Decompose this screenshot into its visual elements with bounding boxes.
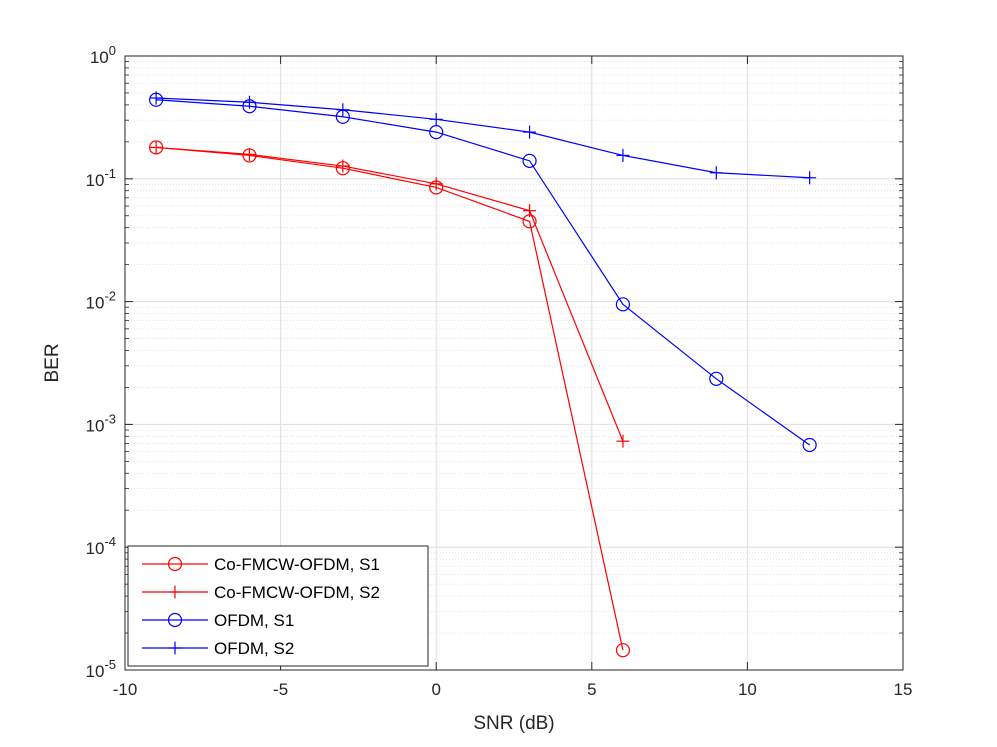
legend-entry: Co-FMCW-OFDM, S1 <box>142 555 380 574</box>
y-tick-label: 10-2 <box>86 289 116 313</box>
plot-frame <box>124 55 904 671</box>
series-2 <box>149 140 630 448</box>
data-point <box>336 103 350 117</box>
data-point <box>242 95 256 109</box>
series-line <box>156 99 810 446</box>
x-tick-label: 0 <box>431 680 440 699</box>
y-tick-labels: 100 10-1 10-2 10-3 10-4 10-5 <box>86 43 116 681</box>
legend-label: Co-FMCW-OFDM, S2 <box>214 583 380 602</box>
data-point <box>242 147 256 161</box>
legend-entry: OFDM, S2 <box>142 639 294 658</box>
x-tick-label: 10 <box>738 680 757 699</box>
data-point <box>523 125 537 139</box>
y-axis-label: BER <box>42 343 63 382</box>
y-tick-label: 10-3 <box>86 411 116 435</box>
legend: Co-FMCW-OFDM, S1 Co-FMCW-OFDM, S2 OFDM, S1… <box>127 545 429 667</box>
x-tick-label: -5 <box>273 680 288 699</box>
data-point <box>615 643 631 658</box>
data-point <box>616 434 630 448</box>
x-tick-label: 15 <box>894 680 913 699</box>
legend-marker <box>167 556 183 572</box>
legend-marker <box>168 585 182 599</box>
x-tick-labels: -10 -5 0 5 10 15 <box>113 680 913 699</box>
legend-entry: Co-FMCW-OFDM, S2 <box>142 583 380 602</box>
series-line <box>156 146 624 442</box>
data-point <box>429 177 443 191</box>
y-tick-label: 10-1 <box>86 166 116 190</box>
data-point <box>429 112 443 126</box>
data-point <box>149 140 163 154</box>
data-point <box>615 297 631 312</box>
series-line <box>156 146 624 651</box>
legend-entry: OFDM, S1 <box>142 611 294 630</box>
x-axis-label: SNR (dB) <box>473 713 554 734</box>
legend-marker <box>168 641 182 655</box>
data-point <box>149 91 163 105</box>
x-tick-label: -10 <box>113 680 138 699</box>
y-tick-label: 100 <box>90 43 116 67</box>
data-point <box>803 171 817 185</box>
legend-label: Co-FMCW-OFDM, S1 <box>214 555 380 574</box>
data-point <box>709 166 723 180</box>
x-tick-label: 5 <box>587 680 596 699</box>
data-point <box>616 148 630 162</box>
series-4 <box>149 91 817 185</box>
legend-box <box>127 545 429 667</box>
data-point <box>522 153 537 168</box>
data-point <box>523 204 537 218</box>
y-tick-label: 10-5 <box>86 657 116 681</box>
data-point <box>709 371 724 386</box>
y-tick-label: 10-4 <box>86 534 116 558</box>
data-point <box>802 437 817 453</box>
series-line <box>156 97 810 179</box>
legend-label: OFDM, S2 <box>214 639 294 658</box>
series-layer <box>149 91 817 658</box>
data-point <box>336 159 350 173</box>
legend-marker <box>167 612 183 628</box>
legend-label: OFDM, S1 <box>214 611 294 630</box>
